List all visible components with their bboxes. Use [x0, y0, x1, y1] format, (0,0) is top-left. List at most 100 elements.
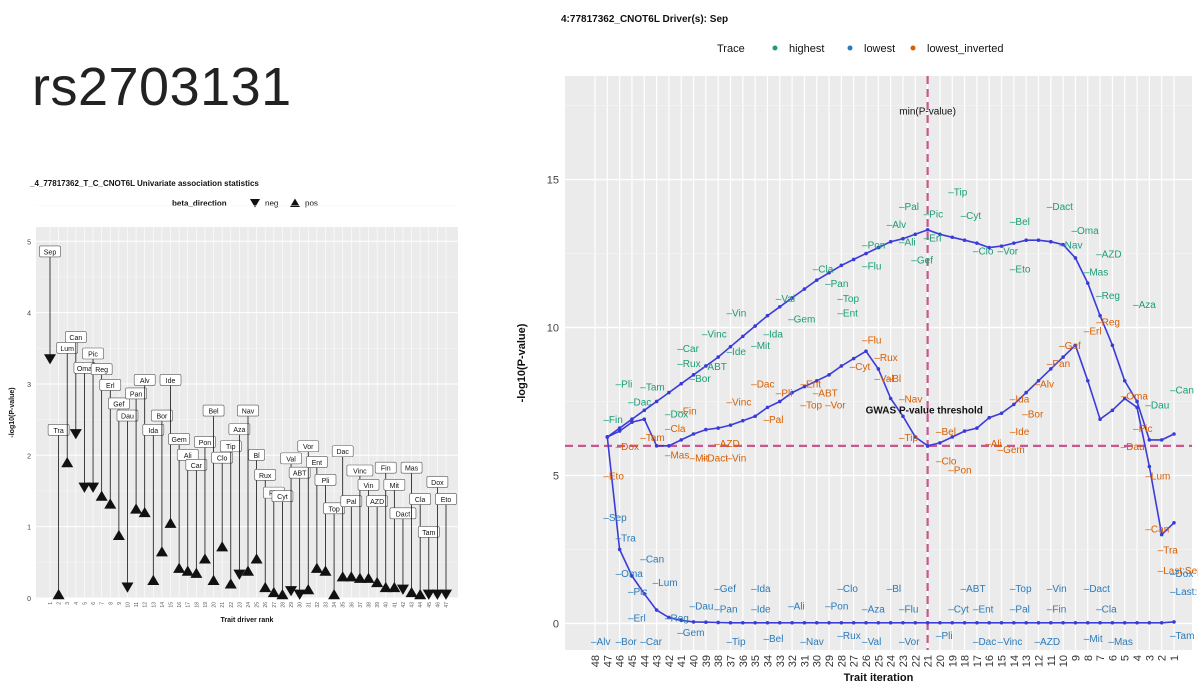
trace-label: –Flu [899, 605, 918, 616]
x-tick-label: 25 [255, 602, 261, 608]
point-marker [405, 586, 418, 598]
x-tick-label: 29 [824, 655, 836, 667]
point-marker [207, 574, 220, 585]
x-tick-label: 28 [836, 655, 848, 667]
hline-annotation: GWAS P-value threshold [866, 405, 983, 416]
trace-point [704, 427, 708, 432]
point-label-box [248, 449, 265, 461]
point-label: Mit [390, 483, 399, 490]
trace-point [950, 435, 955, 439]
point-label: Pan [130, 391, 143, 398]
point-label: Ida [148, 428, 158, 435]
trace-label: –Cla [813, 264, 834, 275]
trace-label: –Ali [985, 439, 1002, 450]
point-marker [104, 498, 117, 509]
trace-label: –Top [1010, 584, 1032, 595]
trace-point [802, 287, 807, 291]
point-marker [310, 562, 323, 573]
trace-label: –Flu [862, 335, 881, 346]
point-label-box [116, 409, 139, 422]
legend-neg-label: neg [265, 199, 278, 208]
point-label: Alv [140, 378, 150, 385]
point-label: Dac [336, 449, 349, 456]
point-marker [440, 589, 452, 600]
point-label-box [159, 374, 182, 386]
point-label: Vor [303, 444, 314, 451]
y-tick-label: 0 [553, 618, 559, 630]
trace-point [617, 426, 622, 430]
trace-label: –Oma [1071, 226, 1099, 237]
trace-label: –ABT [961, 584, 986, 595]
point-label: Gem [172, 437, 187, 444]
trace-label: –Lum [653, 578, 678, 589]
trace-point [679, 381, 684, 386]
trace-label: –Cyt [850, 362, 871, 373]
legend-label: highest [789, 43, 824, 55]
point-label: Clo [217, 456, 228, 463]
trace-label: –Can [640, 554, 664, 565]
trace-point [753, 324, 757, 328]
trace-label: –Mas [1084, 267, 1108, 278]
y-tick-label: 10 [547, 322, 559, 334]
chart-title: _4_77817362_T_C_CNOT6L Univariate associ… [29, 179, 259, 188]
legend-title: beta_direction [172, 199, 227, 208]
legend-pos-icon [290, 198, 300, 207]
y-axis-label: -log10(P-value) [9, 387, 16, 437]
trace-label: –Car [640, 637, 662, 648]
trace-label: –Ida [763, 329, 783, 340]
trace-point [642, 408, 647, 413]
trace-label: –Alv [1034, 380, 1053, 391]
x-tick-label: 23 [898, 655, 910, 667]
trace-point [827, 373, 831, 377]
point-label: Tip [226, 444, 236, 451]
x-tick-label: 26 [861, 655, 873, 667]
point-label-box [389, 507, 417, 520]
x-axis-label: Trait iteration [844, 672, 914, 684]
trace-label: –Dact [1047, 202, 1073, 213]
trace-label: –Mit [690, 454, 709, 465]
y-tick-label: 4 [27, 311, 31, 318]
trace-point [1122, 378, 1127, 383]
driver-trace-chart: 4:77817362_CNOT6L Driver(s): Sep Trace hig… [516, 14, 1198, 684]
trace-label: –Top [800, 400, 822, 411]
trace-point [827, 620, 831, 625]
x-tick-label: 12 [143, 602, 149, 608]
trace-label: –Fin [603, 415, 622, 426]
point-label-box [331, 445, 354, 458]
point-label: Tra [53, 428, 63, 435]
point-label: Reg [95, 367, 108, 374]
trace-label: –Ali [788, 602, 805, 613]
trace-point [839, 620, 844, 625]
x-tick-label: 7 [100, 602, 106, 605]
trace-point [827, 270, 831, 275]
x-tick-label: 34 [762, 655, 774, 667]
trace-point [1012, 620, 1016, 625]
trace-label: –Erl [1084, 326, 1102, 337]
trace-label: –Vin [727, 309, 747, 320]
trace-label: –Ida [1010, 395, 1030, 406]
point-marker [431, 589, 444, 600]
trace-label: –Pal [1010, 605, 1030, 616]
x-tick-label: 47 [602, 655, 614, 667]
point-label: Cla [415, 497, 426, 504]
trace-label: –Cyt [948, 605, 969, 616]
x-tick-label: 18 [960, 655, 972, 667]
trace-label: –Ent [973, 605, 994, 616]
point-label-box [90, 363, 113, 375]
point-label-box [306, 456, 328, 468]
x-tick-label: 17 [972, 655, 984, 667]
x-tick-label: 22 [229, 602, 235, 608]
trace-point [1049, 620, 1053, 625]
trace-label: –Vor [998, 247, 1019, 258]
legend-dot [910, 45, 916, 51]
point-label-box [409, 493, 431, 505]
trace-point [913, 435, 918, 439]
trace-point [691, 373, 696, 377]
point-marker [44, 354, 56, 365]
point-marker [224, 578, 237, 589]
trace-label: –AZD [714, 439, 740, 450]
x-tick-label: 45 [627, 655, 639, 667]
trace-point [679, 618, 684, 623]
point-label: Pic [88, 351, 98, 358]
trace-point [704, 364, 708, 368]
